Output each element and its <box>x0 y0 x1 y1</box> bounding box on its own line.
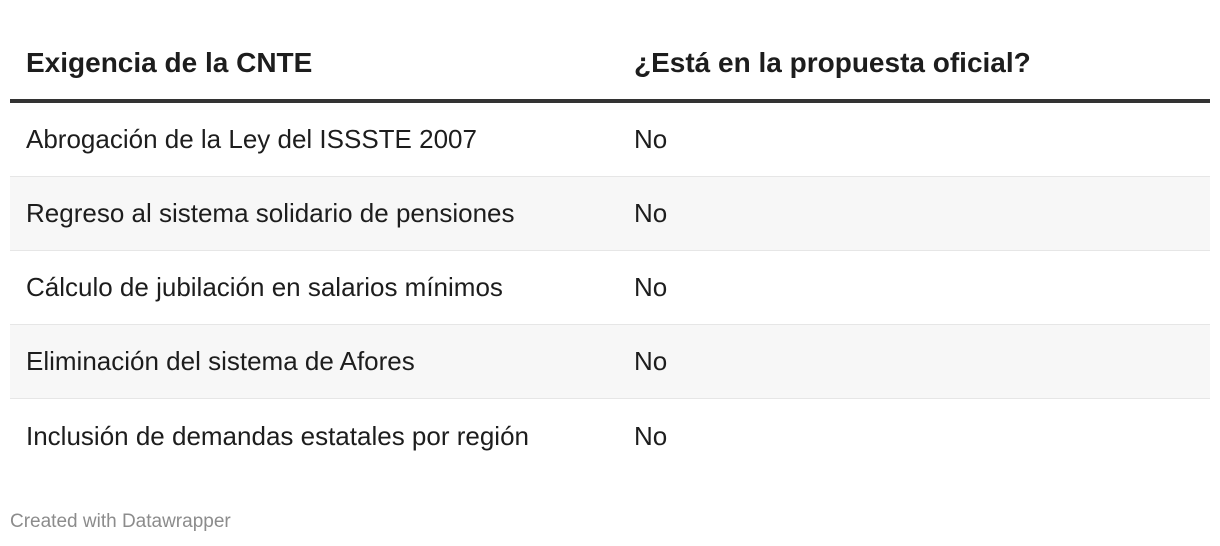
demand-cell: Regreso al sistema solidario de pensione… <box>26 198 515 228</box>
answer-cell: No <box>634 420 668 451</box>
answer-cell: No <box>634 124 668 154</box>
answer-cell: No <box>634 346 668 376</box>
demand-cell: Cálculo de jubilación en salarios mínimo… <box>26 272 503 302</box>
datawrapper-credit[interactable]: Created with Datawrapper <box>10 511 231 532</box>
table-row: Regreso al sistema solidario de pensione… <box>10 177 1210 251</box>
answer-cell: No <box>634 198 668 228</box>
answer-cell: No <box>634 272 668 302</box>
data-table: Exigencia de la CNTE ¿Está en la propues… <box>10 26 1210 473</box>
table-row: Inclusión de demandas estatales por regi… <box>10 399 1210 473</box>
demand-cell: Abrogación de la Ley del ISSSTE 2007 <box>26 124 477 154</box>
column-header-demand[interactable]: Exigencia de la CNTE <box>26 46 313 78</box>
table-row: Abrogación de la Ley del ISSSTE 2007 No <box>10 103 1210 177</box>
table-header-row: Exigencia de la CNTE ¿Está en la propues… <box>10 26 1210 103</box>
demand-cell: Inclusión de demandas estatales por regi… <box>26 420 529 451</box>
table-row: Cálculo de jubilación en salarios mínimo… <box>10 251 1210 325</box>
column-header-in-proposal[interactable]: ¿Está en la propuesta oficial? <box>634 46 1031 78</box>
demand-cell: Eliminación del sistema de Afores <box>26 346 415 376</box>
table-row: Eliminación del sistema de Afores No <box>10 325 1210 399</box>
